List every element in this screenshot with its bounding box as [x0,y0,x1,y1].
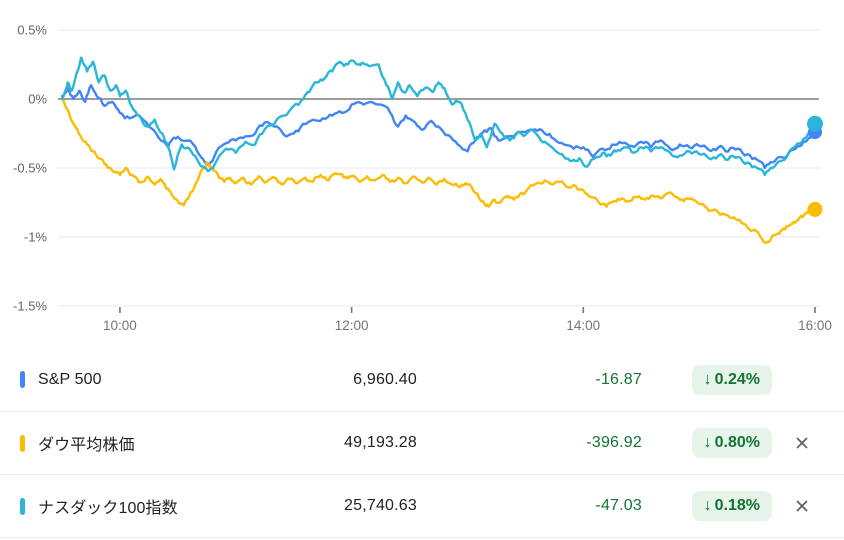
remove-comparison-button[interactable] [786,427,818,459]
comparison-chart[interactable]: 0.5% 0% -0.5% -1% -1.5% 10:00 12:00 14:00 16:00 [0,0,844,348]
index-name: ナスダック100指数 [38,500,178,517]
down-arrow-icon: ↓ [703,434,712,451]
index-name: S&P 500 [38,370,102,388]
badge-percent: 0.24% [714,370,760,388]
percent-change-badge: ↓ 0.80% [691,428,772,458]
down-arrow-icon: ↓ [703,497,712,514]
series-color-marker [20,497,25,515]
table-row-nasdaq100[interactable]: ナスダック100指数 25,740.63 -47.03 ↓ 0.18% [0,475,844,538]
badge-percent: 0.80% [714,434,760,451]
close-icon [796,500,808,512]
remove-comparison-button[interactable] [786,490,818,522]
svg-text:0%: 0% [28,92,47,107]
index-value: 49,193.28 [344,434,417,451]
svg-text:16:00: 16:00 [798,318,832,333]
percent-change-badge: ↓ 0.24% [691,364,772,395]
index-change: -396.92 [586,434,642,451]
close-icon [796,437,808,449]
svg-text:-1%: -1% [24,230,48,245]
percent-change-badge: ↓ 0.18% [691,491,772,521]
svg-text:14:00: 14:00 [566,318,600,333]
index-change: -16.87 [595,370,642,388]
badge-percent: 0.18% [714,497,760,514]
svg-text:10:00: 10:00 [103,318,137,333]
down-arrow-icon: ↓ [703,370,712,388]
index-comparison-table: S&P 500 6,960.40 -16.87 ↓ 0.24% ダウ平均株価 4… [0,348,844,538]
index-value: 25,740.63 [344,497,417,514]
svg-text:12:00: 12:00 [335,318,369,333]
table-row-dow[interactable]: ダウ平均株価 49,193.28 -396.92 ↓ 0.80% [0,412,844,475]
chart-area[interactable]: 0.5% 0% -0.5% -1% -1.5% 10:00 12:00 14:00 16:00 [0,0,844,348]
svg-text:-0.5%: -0.5% [13,161,47,176]
series-color-marker [20,434,25,452]
svg-text:0.5%: 0.5% [17,23,47,38]
index-value: 6,960.40 [353,370,417,388]
svg-text:-1.5%: -1.5% [13,299,47,314]
index-name: ダウ平均株価 [38,437,135,454]
index-change: -47.03 [595,497,642,514]
series-color-marker [20,371,25,388]
table-row-sp500[interactable]: S&P 500 6,960.40 -16.87 ↓ 0.24% [0,348,844,412]
